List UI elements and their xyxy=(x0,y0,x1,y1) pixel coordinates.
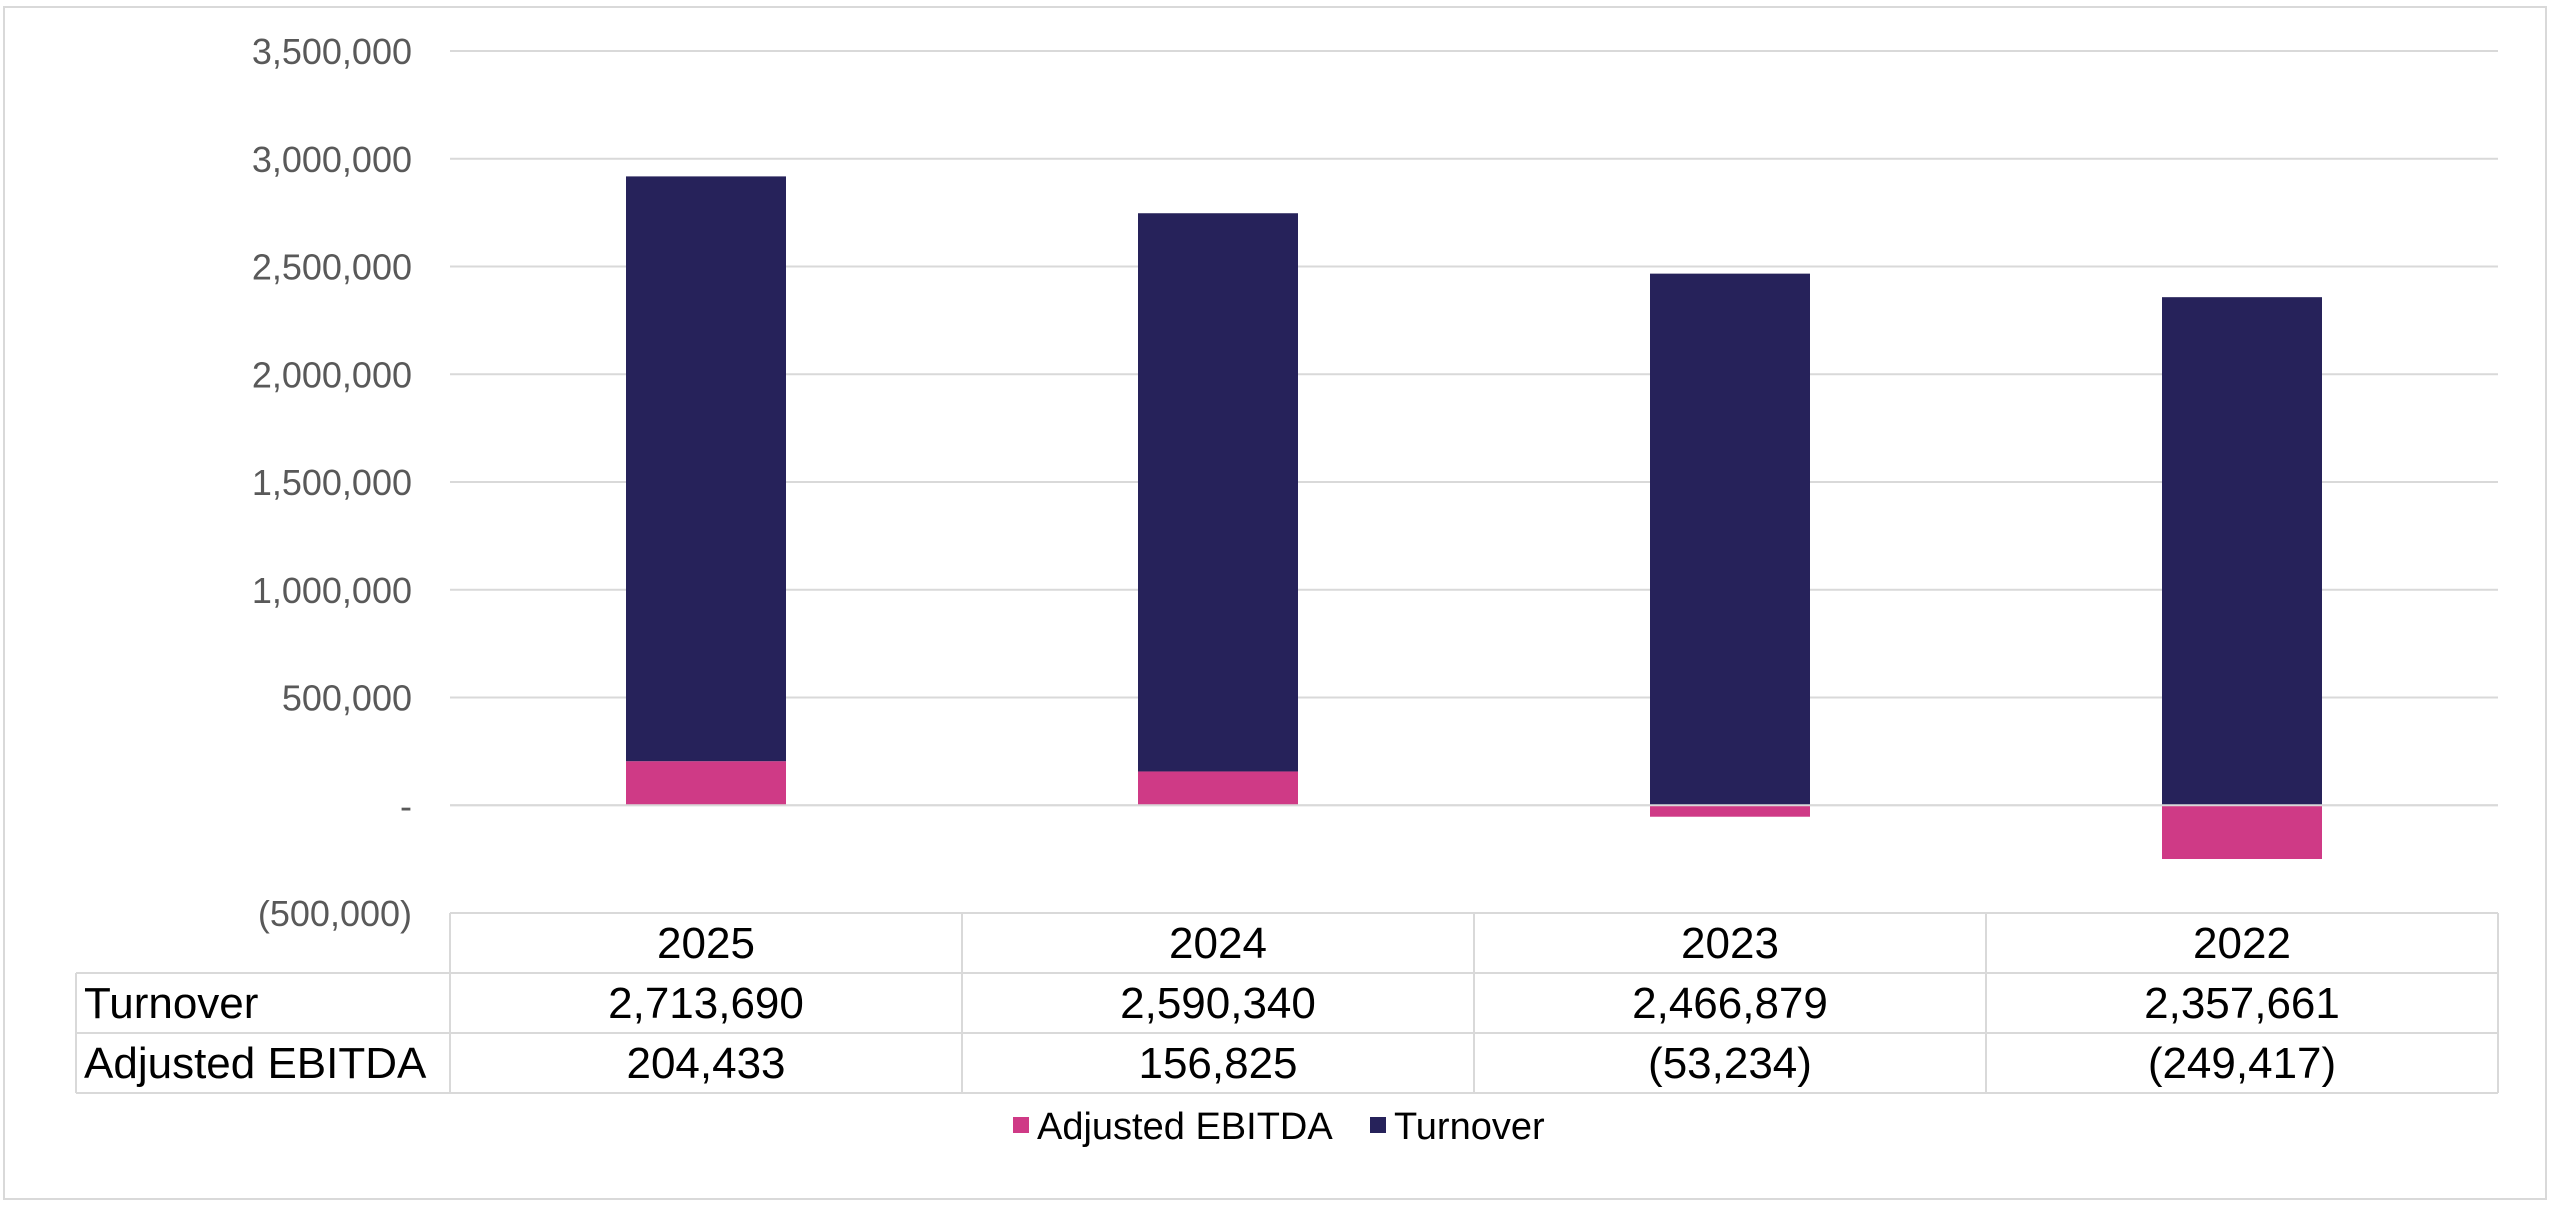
y-tick-label: 2,500,000 xyxy=(252,247,412,288)
category-label: 2023 xyxy=(1681,919,1779,968)
table-row-header: Adjusted EBITDA xyxy=(84,1039,427,1088)
y-tick-label: 2,000,000 xyxy=(252,354,412,395)
legend-swatch-turnover xyxy=(1370,1117,1386,1133)
data-label: 2,590,340 xyxy=(1120,979,1316,1028)
chart-frame xyxy=(3,6,2547,1200)
y-tick-label: 1,500,000 xyxy=(252,462,412,503)
data-label: 204,433 xyxy=(626,1039,785,1088)
category-label: 2024 xyxy=(1169,919,1267,968)
data-label: (249,417) xyxy=(2148,1039,2336,1088)
bar-turnover-2023 xyxy=(1650,273,1810,806)
category-label: 2025 xyxy=(657,919,755,968)
bar-adjusted-ebitda-2022 xyxy=(2162,805,2322,859)
y-tick-label: 3,500,000 xyxy=(252,31,412,72)
legend-label: Turnover xyxy=(1394,1106,1545,1148)
data-label: 2,466,879 xyxy=(1632,979,1828,1028)
y-tick-label: 1,000,000 xyxy=(252,570,412,611)
legend-swatch-adjusted-ebitda xyxy=(1013,1117,1029,1133)
data-label: 2,357,661 xyxy=(2144,979,2340,1028)
bar-turnover-2025 xyxy=(626,176,786,762)
bar-turnover-2022 xyxy=(2162,297,2322,806)
bar-turnover-2024 xyxy=(1138,213,1298,772)
y-tick-label: - xyxy=(400,785,412,826)
data-label: (53,234) xyxy=(1648,1039,1812,1088)
bar-adjusted-ebitda-2024 xyxy=(1138,771,1298,806)
category-label: 2022 xyxy=(2193,919,2291,968)
legend-label: Adjusted EBITDA xyxy=(1037,1106,1333,1148)
bar-adjusted-ebitda-2023 xyxy=(1650,805,1810,817)
data-label: 156,825 xyxy=(1138,1039,1297,1088)
bar-adjusted-ebitda-2025 xyxy=(626,761,786,806)
y-tick-label: 3,000,000 xyxy=(252,139,412,180)
table-row-header: Turnover xyxy=(84,979,258,1028)
y-tick-label: (500,000) xyxy=(258,893,412,934)
y-tick-label: 500,000 xyxy=(282,678,412,719)
data-label: 2,713,690 xyxy=(608,979,804,1028)
